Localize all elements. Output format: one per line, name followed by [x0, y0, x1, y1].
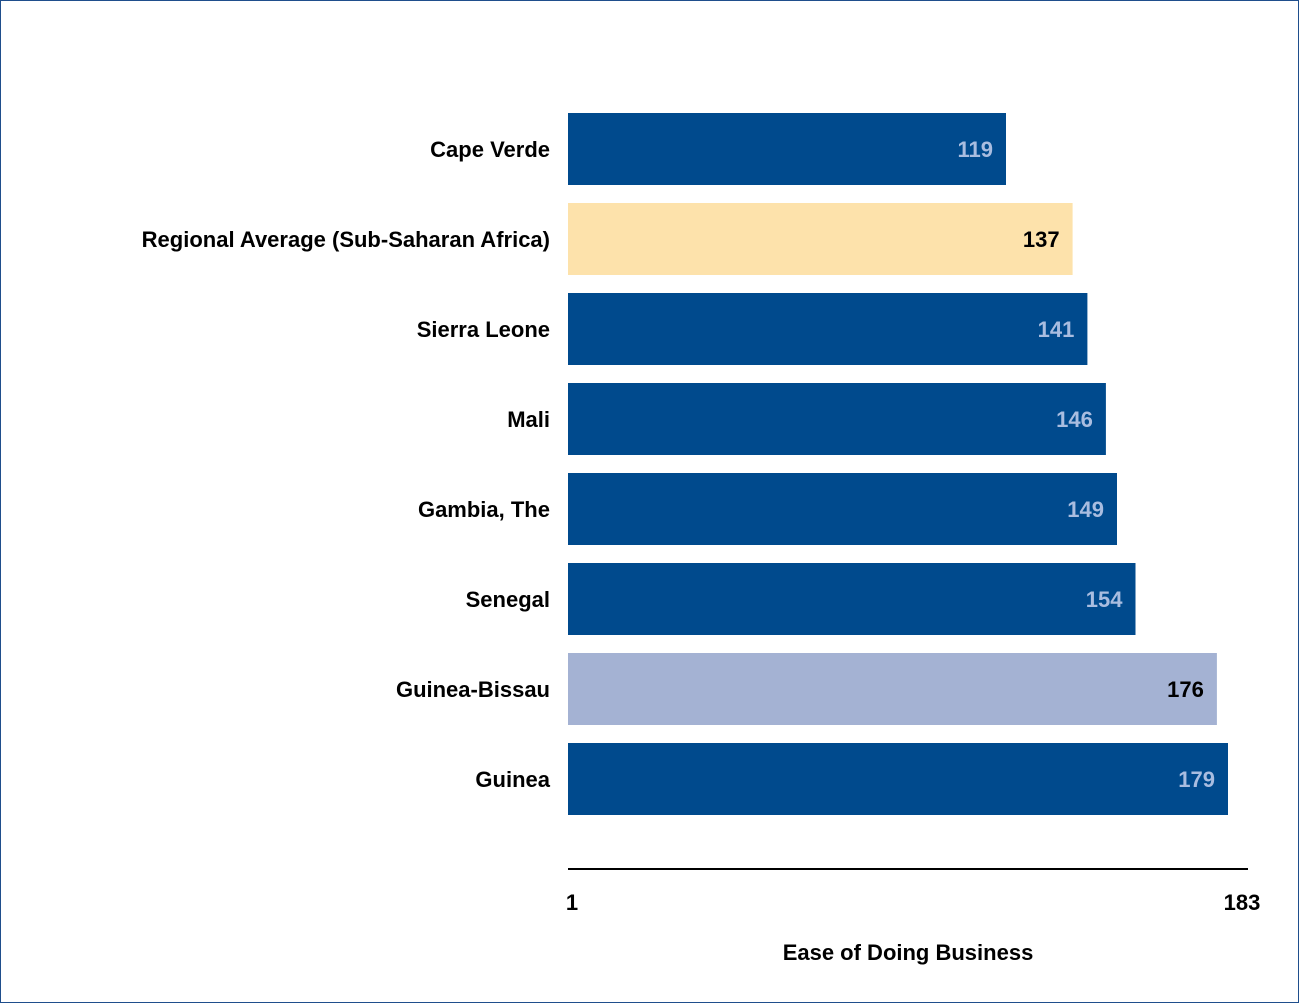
- bar-senegal: [568, 563, 1136, 635]
- category-labels: Cape Verde Regional Average (Sub-Saharan …: [142, 137, 551, 792]
- bar-guinea-bissau: [568, 653, 1217, 725]
- category-label-mali: Mali: [507, 407, 550, 432]
- x-tick-min: 1: [566, 890, 578, 915]
- value-label-cape-verde: 119: [958, 137, 994, 162]
- category-label-guinea-bissau: Guinea-Bissau: [396, 677, 550, 702]
- x-tick-max: 183: [1224, 890, 1261, 915]
- value-label-guinea: 179: [1178, 767, 1215, 792]
- category-label-sierra-leone: Sierra Leone: [417, 317, 550, 342]
- value-label-guinea-bissau: 176: [1167, 677, 1204, 702]
- value-label-senegal: 154: [1086, 587, 1123, 612]
- value-label-mali: 146: [1056, 407, 1093, 432]
- value-label-gambia-the: 149: [1067, 497, 1104, 522]
- bar-regional-average-sub-saharan-africa: [568, 203, 1073, 275]
- bar-gambia-the: [568, 473, 1117, 545]
- category-label-regional-average-sub-saharan-africa: Regional Average (Sub-Saharan Africa): [142, 227, 550, 252]
- bar-cape-verde: [568, 113, 1006, 185]
- x-axis-title: Ease of Doing Business: [783, 940, 1034, 965]
- bar-sierra-leone: [568, 293, 1088, 365]
- value-labels: 119 137 141 146 149 154 176 179: [958, 137, 1216, 792]
- category-label-guinea: Guinea: [475, 767, 550, 792]
- bars-group: [568, 113, 1228, 815]
- category-label-senegal: Senegal: [466, 587, 550, 612]
- bar-guinea: [568, 743, 1228, 815]
- category-label-gambia-the: Gambia, The: [418, 497, 550, 522]
- category-label-cape-verde: Cape Verde: [430, 137, 550, 162]
- bar-mali: [568, 383, 1106, 455]
- value-label-sierra-leone: 141: [1038, 317, 1075, 342]
- value-label-regional-average-sub-saharan-africa: 137: [1023, 227, 1060, 252]
